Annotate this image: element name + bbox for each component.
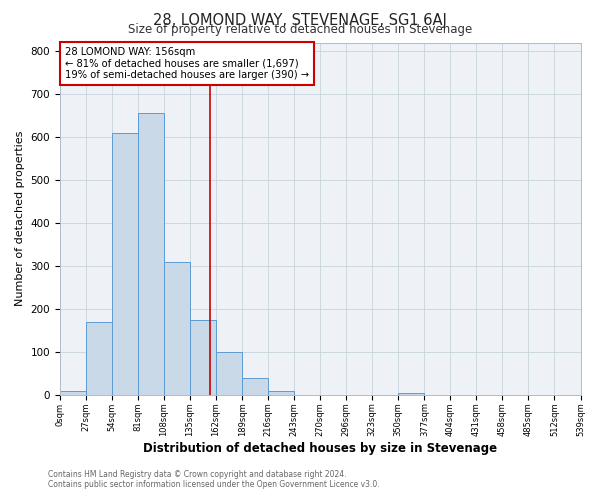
Bar [112,132,138,395]
Y-axis label: Number of detached properties: Number of detached properties [15,131,25,306]
Bar [216,352,242,395]
Bar [86,322,112,395]
Bar [190,320,216,395]
Bar [268,390,294,395]
Text: 28, LOMOND WAY, STEVENAGE, SG1 6AJ: 28, LOMOND WAY, STEVENAGE, SG1 6AJ [153,12,447,28]
Text: Contains HM Land Registry data © Crown copyright and database right 2024.
Contai: Contains HM Land Registry data © Crown c… [48,470,380,489]
Text: Size of property relative to detached houses in Stevenage: Size of property relative to detached ho… [128,22,472,36]
X-axis label: Distribution of detached houses by size in Stevenage: Distribution of detached houses by size … [143,442,497,455]
Bar [242,378,268,395]
Bar [398,392,424,395]
Bar [60,390,86,395]
Bar [138,114,164,395]
Bar [164,262,190,395]
Text: 28 LOMOND WAY: 156sqm
← 81% of detached houses are smaller (1,697)
19% of semi-d: 28 LOMOND WAY: 156sqm ← 81% of detached … [65,47,309,80]
